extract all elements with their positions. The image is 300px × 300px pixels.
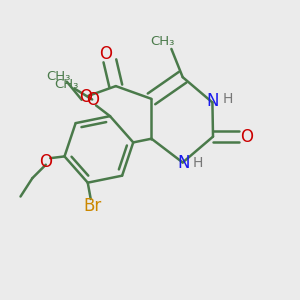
Text: O: O: [99, 45, 112, 63]
Text: H: H: [193, 156, 203, 170]
Text: O: O: [240, 128, 253, 146]
Text: N: N: [177, 154, 190, 172]
Text: CH₃: CH₃: [150, 35, 175, 48]
Text: CH₃: CH₃: [46, 70, 70, 83]
Text: N: N: [207, 92, 219, 110]
Text: Br: Br: [83, 197, 101, 215]
Text: O: O: [86, 91, 99, 109]
Text: O: O: [39, 153, 52, 171]
Text: CH₃: CH₃: [54, 77, 79, 91]
Text: O: O: [79, 88, 92, 106]
Text: H: H: [223, 92, 233, 106]
